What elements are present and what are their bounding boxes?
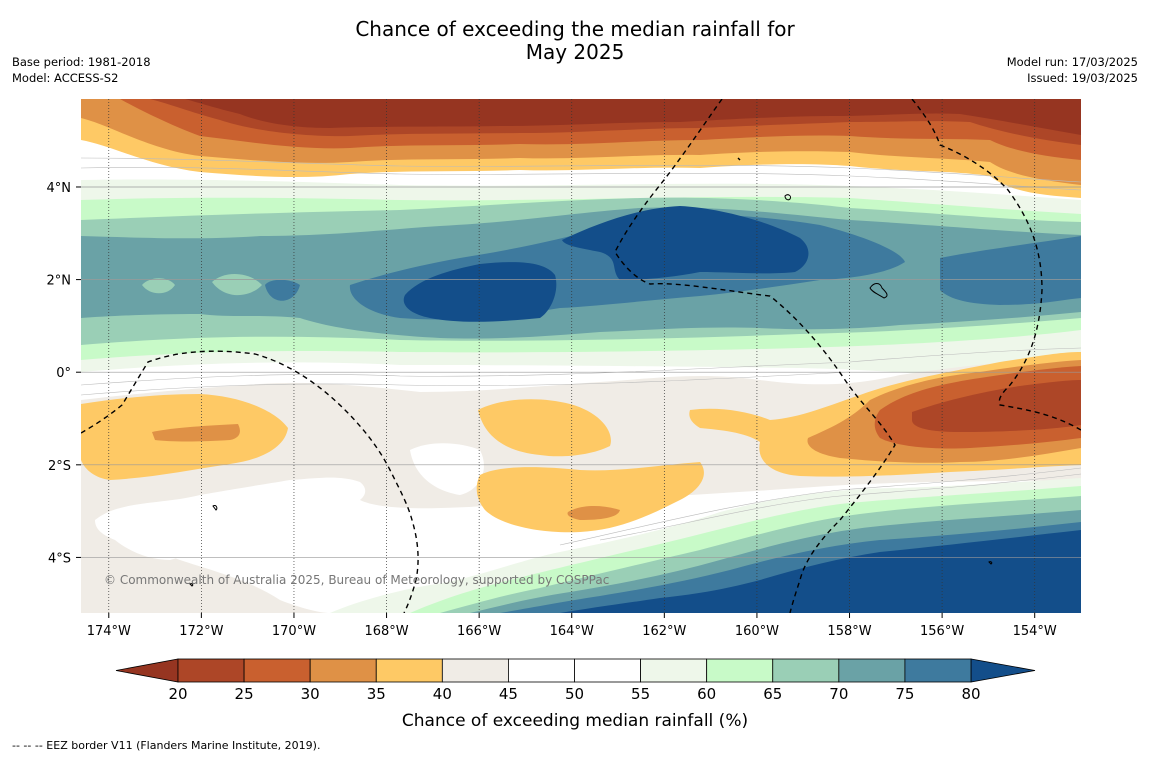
colorbar-tick-label: 55 <box>631 685 650 703</box>
lon-axis: 174°W 172°W 170°W 168°W 166°W 164°W 162°W 160°W… <box>87 613 1057 639</box>
title-line-1: Chance of exceeding the median rainfall … <box>355 17 795 41</box>
band-swet-over <box>560 530 1081 613</box>
band-wet-over <box>403 206 809 322</box>
colorbar-segment <box>375 658 443 683</box>
lon-tick-label: 166°W <box>457 624 501 639</box>
gridlines <box>81 186 1081 558</box>
eez-border-east <box>911 99 1081 431</box>
base-period: Base period: 1981-2018 <box>12 55 151 69</box>
colorbar-segment <box>706 658 774 683</box>
dry-west-30 <box>152 424 240 442</box>
lon-tick-label: 172°W <box>179 624 223 639</box>
lon-tick-label: 160°W <box>735 624 779 639</box>
colorbar-tick-label: 80 <box>961 685 980 703</box>
colorbar-tick-label: 50 <box>565 685 584 703</box>
island-3 <box>212 505 218 511</box>
lat-tick-label: 0° <box>56 366 71 381</box>
colorbar-tick-label: 65 <box>763 685 782 703</box>
colorbar-tick-label: 70 <box>829 685 848 703</box>
colorbar-tick-label: 60 <box>697 685 716 703</box>
colorbar-tick-label: 45 <box>499 685 518 703</box>
title-line-2: May 2025 <box>525 40 625 64</box>
island-1 <box>784 194 791 201</box>
colorbar-tick-label: 35 <box>367 685 386 703</box>
lon-tick-label: 162°W <box>642 624 686 639</box>
lat-tick-label: 4°S <box>48 551 71 566</box>
colorbar-segment <box>640 658 708 683</box>
eez-border-short <box>737 157 741 161</box>
lon-tick-label: 170°W <box>272 624 316 639</box>
model-name: Model: ACCESS-S2 <box>12 71 119 85</box>
lon-tick-label: 158°W <box>827 624 871 639</box>
lon-tick-label: 164°W <box>550 624 594 639</box>
colorbar-segment <box>441 658 509 683</box>
island-4 <box>988 561 993 565</box>
lat-axis: 4°N 2°N 0° 2°S 4°S <box>47 181 81 566</box>
white-pocket-south <box>95 477 366 560</box>
colorbar-under-arrow <box>115 658 179 683</box>
lat-tick-label: 2°N <box>47 274 72 289</box>
meta-left: Base period: 1981-2018 Model: ACCESS-S2 <box>12 54 151 86</box>
lat-tick-label: 4°N <box>47 181 72 196</box>
colorbar-segment <box>177 658 245 683</box>
colorbar-tick-label: 30 <box>301 685 320 703</box>
colorbar-segment <box>772 658 840 683</box>
wet-70-hole <box>142 278 175 294</box>
band-north-under <box>185 99 1081 135</box>
lon-tick-label: 174°W <box>87 624 131 639</box>
dry-south-30 <box>567 506 620 520</box>
island-5 <box>189 583 194 587</box>
rainfall-map <box>81 99 1081 613</box>
colorbar-label: Chance of exceeding median rainfall (%) <box>402 711 748 731</box>
issued-date: Issued: 19/03/2025 <box>1027 71 1138 85</box>
lon-tick-label: 156°W <box>920 624 964 639</box>
island-2 <box>869 283 888 299</box>
lon-tick-label: 154°W <box>1013 624 1057 639</box>
contour-lines <box>81 157 1081 546</box>
dry-mid-35 <box>478 399 611 457</box>
map-title: Chance of exceeding the median rainfall … <box>0 18 1150 64</box>
dry-south-35 <box>476 462 704 533</box>
colorbar-segment <box>309 658 377 683</box>
colorbar-tick-label: 40 <box>433 685 452 703</box>
lat-tick-label: 2°S <box>48 459 71 474</box>
colorbar-segment <box>508 658 575 683</box>
colorbar-tick-label: 25 <box>235 685 254 703</box>
model-run: Model run: 17/03/2025 <box>1006 55 1138 69</box>
copyright-text: © Commonwealth of Australia 2025, Bureau… <box>104 573 609 587</box>
colorbar: 20 25 30 35 40 45 50 55 60 65 70 75 80 <box>115 658 1036 703</box>
eez-border-kiribati-phoenix <box>81 350 419 613</box>
dry-east-20 <box>912 380 1081 432</box>
eez-footer-note: -- -- -- EEZ border V11 (Flanders Marine… <box>12 739 321 752</box>
colorbar-segment <box>574 658 641 683</box>
meta-right: Model run: 17/03/2025 Issued: 19/03/2025 <box>1007 54 1138 86</box>
islands <box>189 194 993 587</box>
colorbar-tick-label: 20 <box>168 685 187 703</box>
colorbar-segment <box>243 658 311 683</box>
colorbar-over-arrow <box>970 658 1036 683</box>
colorbar-tick-label: 75 <box>895 685 914 703</box>
colorbar-segment <box>904 658 972 683</box>
eez-borders <box>81 99 1081 613</box>
white-pocket-mid <box>410 443 484 495</box>
colorbar-segment <box>838 658 906 683</box>
lon-tick-label: 168°W <box>364 624 408 639</box>
